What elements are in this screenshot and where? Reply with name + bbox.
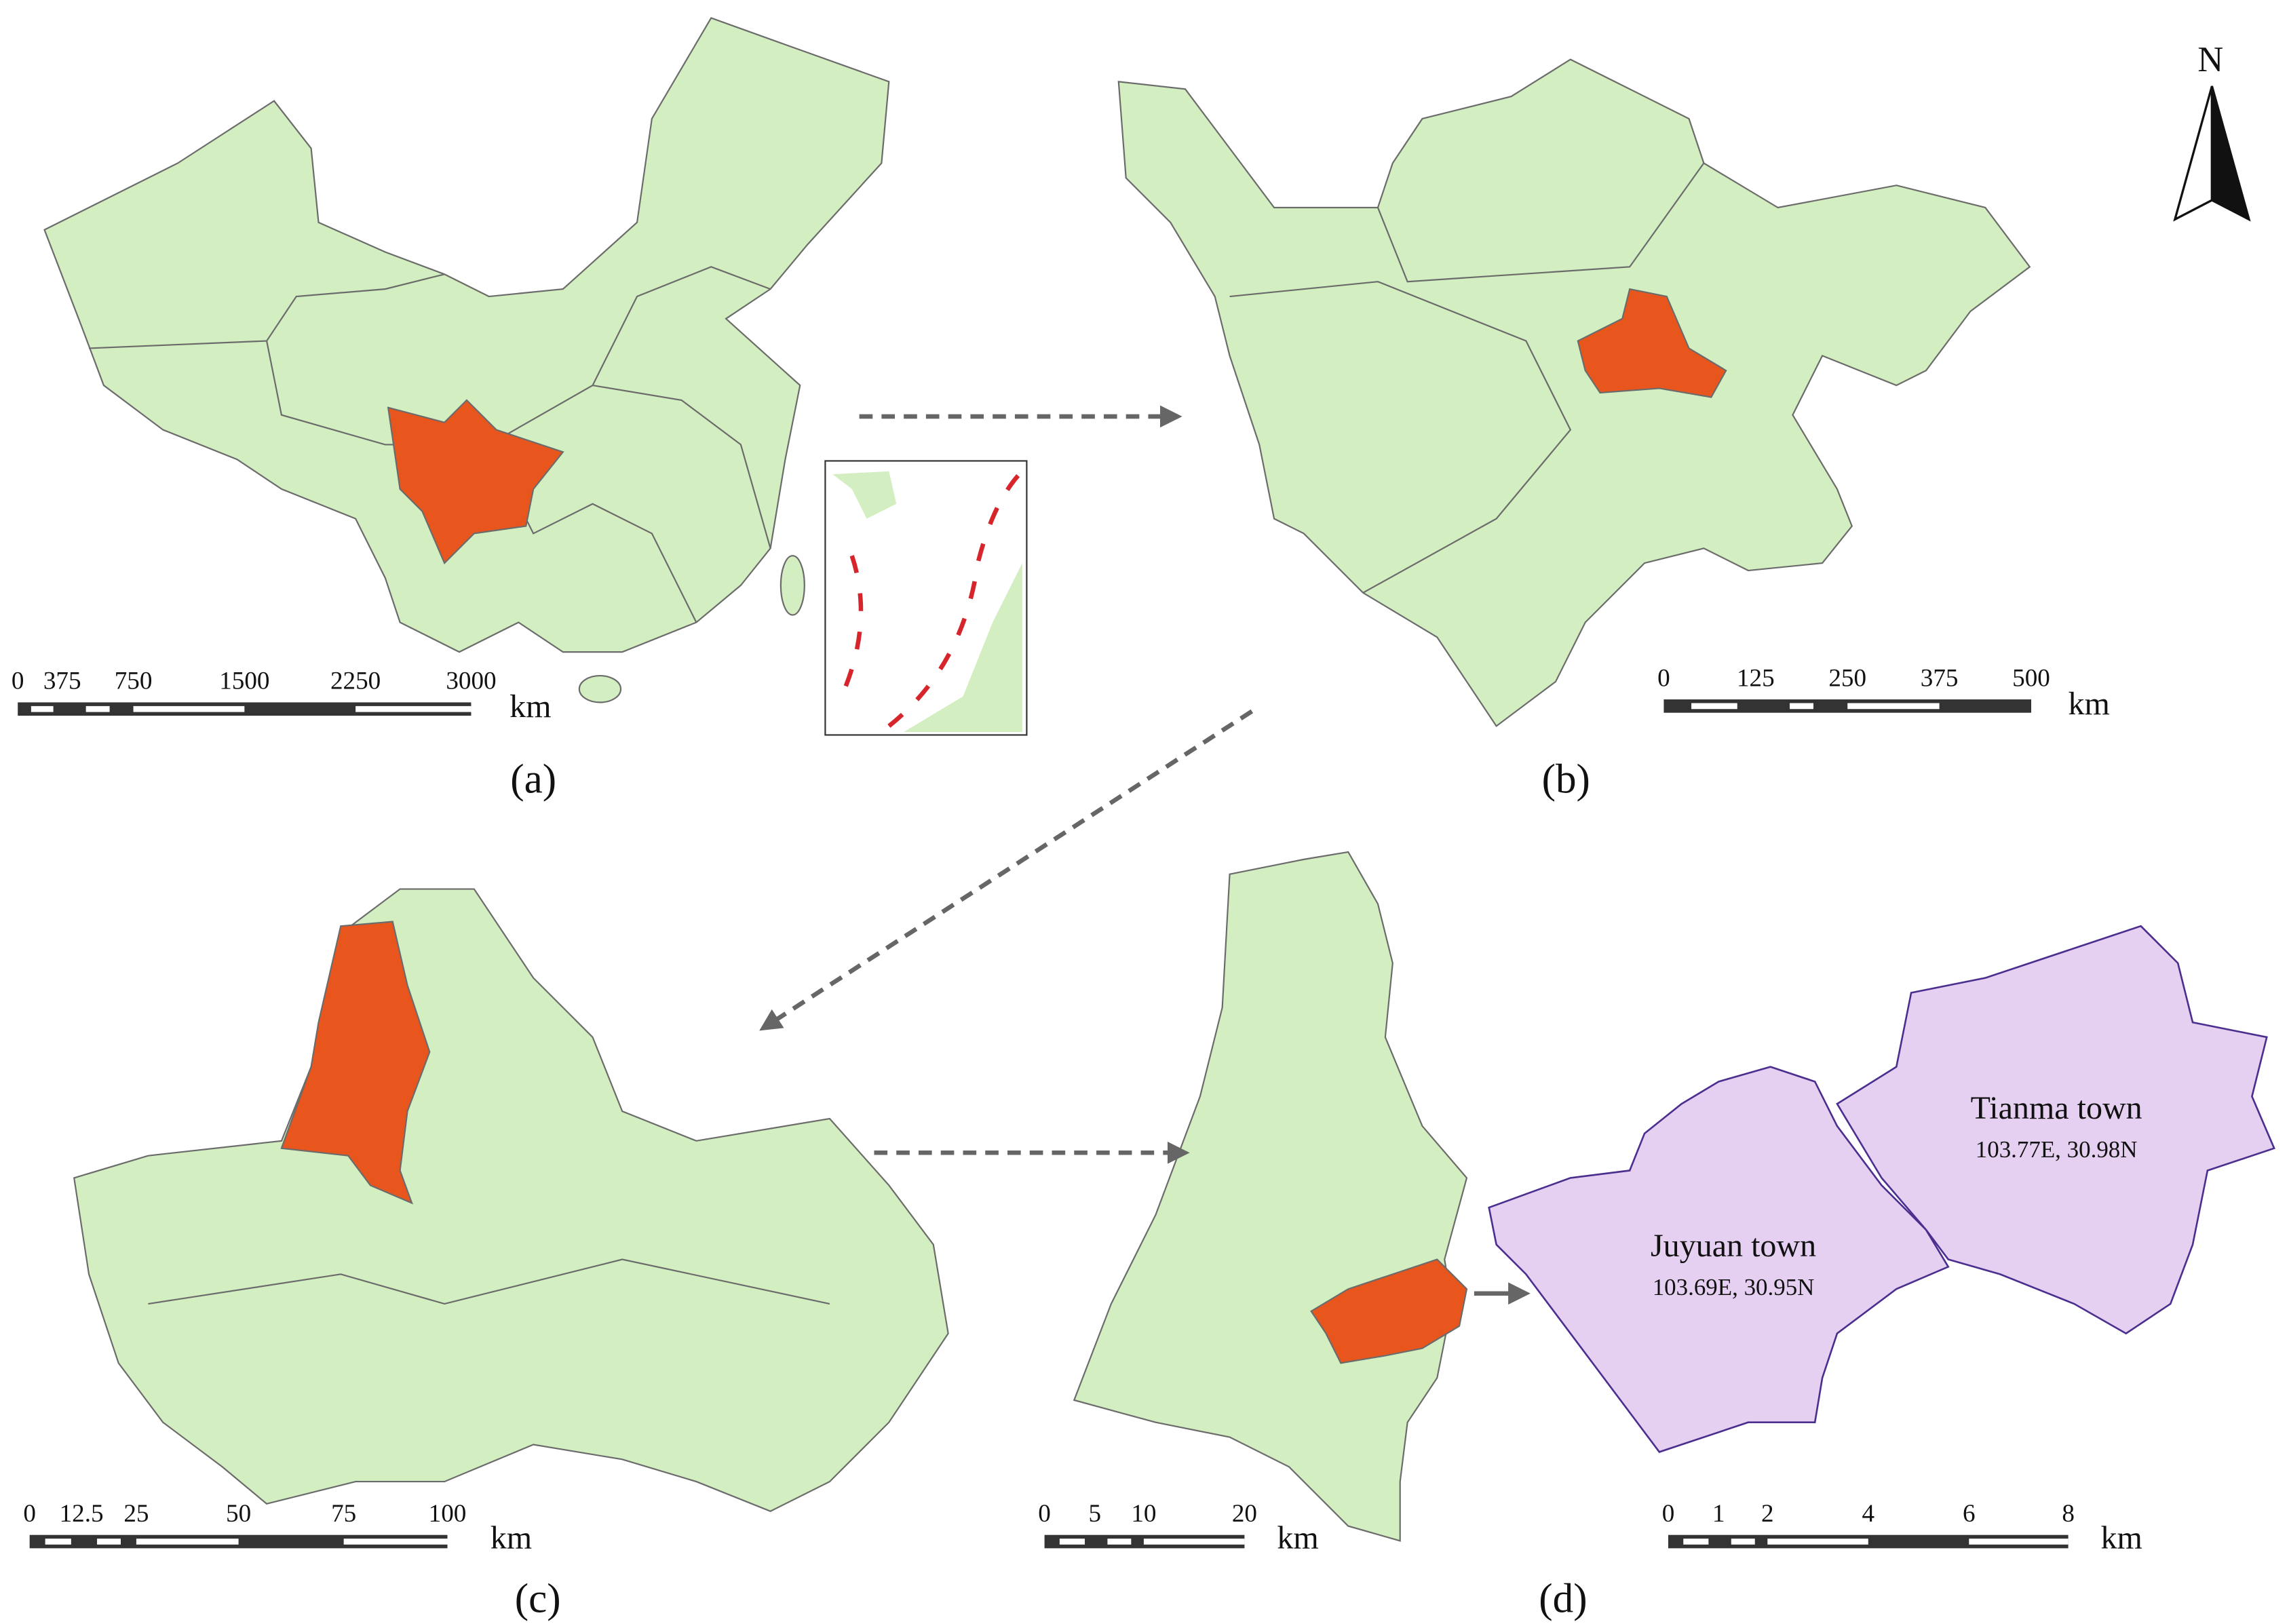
sichuan-highlight: [387, 399, 564, 565]
towns-highlight: [1310, 1258, 1468, 1364]
scale-bar-segment: [1767, 1539, 1868, 1545]
hainan: [578, 674, 622, 703]
scale-tick-label: 20: [1232, 1500, 1257, 1528]
scale-tick-label: 500: [2012, 664, 2050, 692]
scale-bar-segment: [1731, 1539, 1755, 1545]
scale-bar-segment: [133, 705, 245, 712]
scale-tick-label: 250: [1828, 664, 1866, 692]
scale-unit: km: [490, 1520, 532, 1555]
scale-unit: km: [509, 689, 551, 724]
scale-tick-label: 125: [1737, 664, 1775, 692]
scale-bar-segment: [1790, 703, 1813, 710]
scale-bar-segment: [1683, 1539, 1709, 1545]
city-border: [1229, 281, 1572, 594]
scale-tick-label: 0: [1657, 664, 1670, 692]
scale-tick-label: 750: [115, 668, 153, 695]
sichuan-map: [1117, 58, 2031, 727]
scale-tick-label: 0: [1038, 1500, 1051, 1528]
district-border: [148, 1258, 830, 1305]
scale-tick-label: 1500: [219, 668, 269, 695]
scale-bar-segment: [1691, 703, 1737, 710]
scale-tick-label: 0: [23, 1500, 36, 1528]
province-border: [266, 266, 771, 446]
inset-land: [832, 471, 897, 519]
scale-unit: km: [2068, 686, 2109, 722]
panel-label: (d): [1539, 1576, 1587, 1621]
province-border: [592, 384, 771, 549]
scale-tick-label: 1: [1712, 1500, 1725, 1528]
town-name: Tianma town: [1971, 1090, 2142, 1126]
scale-unit: km: [2101, 1520, 2142, 1555]
panel-label: (a): [510, 757, 556, 803]
town-coords: 103.69E, 30.95N: [1653, 1274, 1815, 1300]
scale-tick-label: 3000: [446, 668, 496, 695]
juyuan-town: [1488, 1066, 1950, 1453]
city-border: [1377, 162, 1705, 283]
scale-bar-segment: [1107, 1539, 1132, 1545]
scale-tick-label: 25: [123, 1500, 149, 1528]
china-map: [43, 17, 890, 653]
scale-tick-label: 75: [331, 1500, 356, 1528]
scale-unit: km: [1277, 1520, 1318, 1555]
scale-tick-label: 2: [1761, 1500, 1774, 1528]
scale-bar-segment: [1059, 1539, 1085, 1545]
north-label: N: [2197, 40, 2223, 79]
town-name: Juyuan town: [1651, 1228, 1816, 1264]
scale-bar-segment: [85, 705, 110, 712]
scale-tick-label: 0: [1662, 1500, 1675, 1528]
scale-bar-segment: [1969, 1539, 2069, 1545]
taiwan: [780, 555, 805, 616]
panel-label: (b): [1542, 757, 1590, 803]
scale-tick-label: 6: [1963, 1500, 1976, 1528]
north-arrow-right: [2210, 85, 2251, 222]
scale-bar-segment: [355, 705, 472, 712]
inset-dashes: [839, 472, 1021, 728]
scale-tick-label: 10: [1131, 1500, 1156, 1528]
scale-tick-label: 5: [1089, 1500, 1102, 1528]
inset-land: [904, 471, 1022, 733]
scale-tick-label: 4: [1862, 1500, 1875, 1528]
north-arrow-left: [2173, 85, 2214, 222]
scale-bar-segment: [45, 1539, 71, 1545]
scale-bar-segment: [1847, 703, 1940, 710]
chengdu-highlight: [1577, 288, 1727, 398]
county-map: [1073, 851, 1468, 1542]
scale-tick-label: 375: [1921, 664, 1959, 692]
scale-bar-segment: [1143, 1539, 1245, 1545]
scale-tick-label: 50: [226, 1500, 251, 1528]
scale-tick-label: 375: [43, 668, 81, 695]
scale-bar-segment: [136, 1539, 239, 1545]
scale-tick-label: 2250: [330, 668, 381, 695]
panel-label: (c): [515, 1576, 561, 1621]
scale-tick-label: 100: [429, 1500, 467, 1528]
scale-bar-segment: [343, 1539, 448, 1545]
scale-tick-label: 12.5: [60, 1500, 104, 1528]
scale-bar-segment: [97, 1539, 121, 1545]
scale-bar-segment: [31, 705, 54, 712]
scale-tick-label: 8: [2062, 1500, 2075, 1528]
scale-tick-label: 0: [12, 668, 24, 695]
district-highlight: [280, 921, 431, 1205]
province-border: [88, 273, 445, 349]
dashed-arrow: [759, 709, 1254, 1031]
chengdu-map: [73, 888, 949, 1512]
town-coords: 103.77E, 30.98N: [1976, 1136, 2138, 1163]
tianma-town: [1836, 925, 2275, 1335]
